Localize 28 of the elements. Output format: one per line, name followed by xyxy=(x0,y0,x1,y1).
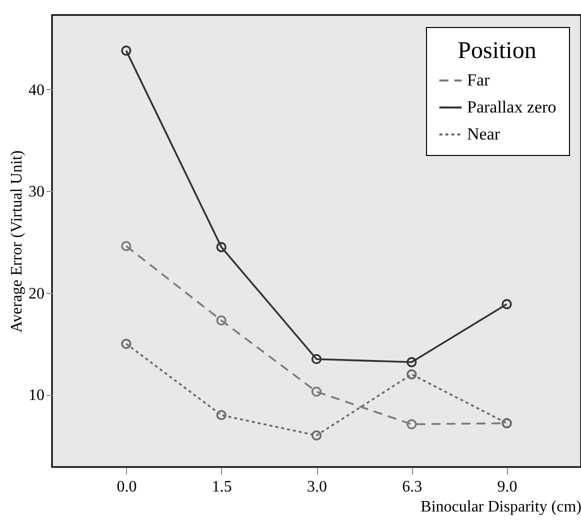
y-axis-title: Average Error (Virtual Unit) xyxy=(8,150,26,333)
x-tick-label: 9.0 xyxy=(497,478,518,496)
point xyxy=(311,354,322,364)
point xyxy=(406,357,417,368)
legend-label: Near xyxy=(467,124,500,144)
x-tick-label: 3.0 xyxy=(307,478,327,496)
point xyxy=(121,46,132,56)
legend-label: Parallax zero xyxy=(467,98,556,116)
point xyxy=(311,430,322,441)
y-tick-label: 10 xyxy=(28,387,44,404)
x-axis-title: Binocular Disparity (cm) xyxy=(420,498,581,516)
point xyxy=(216,242,226,252)
x-tick-label: 0.0 xyxy=(116,478,137,496)
y-tick-label: 30 xyxy=(28,184,44,201)
point xyxy=(502,299,512,310)
point xyxy=(216,315,226,326)
point xyxy=(311,386,322,397)
point xyxy=(121,338,132,349)
point xyxy=(121,241,132,252)
point xyxy=(406,419,417,430)
y-tick-label: 40 xyxy=(28,82,44,99)
legend-label: Far xyxy=(467,70,490,90)
legend-title: Position xyxy=(458,38,536,64)
point xyxy=(216,410,226,420)
y-tick-label: 20 xyxy=(28,285,44,302)
x-tick-label: 1.5 xyxy=(212,478,232,496)
x-tick-label: 6.3 xyxy=(402,478,422,496)
point xyxy=(406,369,417,380)
